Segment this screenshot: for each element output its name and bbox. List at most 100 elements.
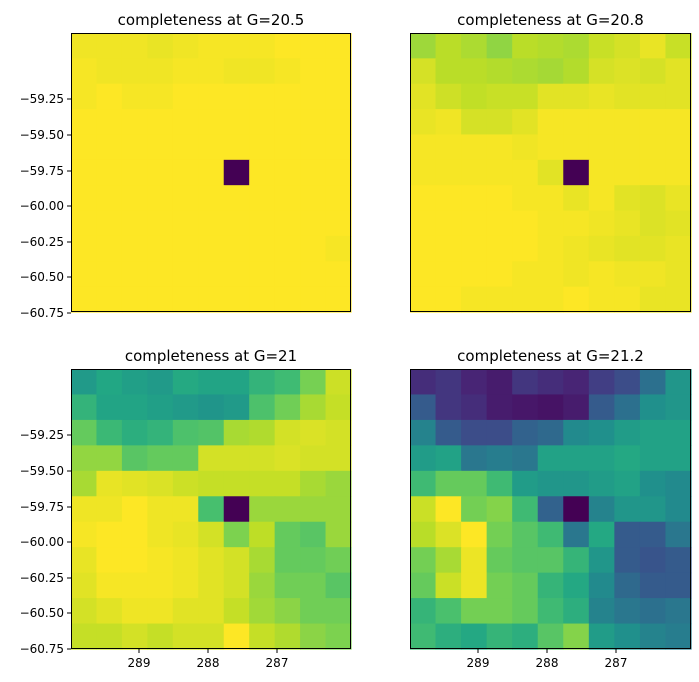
heatmap-cell	[96, 159, 123, 186]
heatmap-cell	[435, 547, 462, 574]
heatmap-cell	[198, 572, 225, 599]
y-tick-label: −59.75	[20, 500, 64, 514]
heatmap-cell	[461, 235, 488, 262]
heatmap-cell	[147, 496, 174, 523]
heatmap-cell	[461, 394, 488, 421]
heatmap-cell	[172, 521, 199, 548]
heatmap-cell	[71, 261, 98, 288]
heatmap-cells	[410, 33, 692, 313]
heatmap-cell	[512, 470, 539, 497]
heatmap-cell	[71, 598, 98, 625]
heatmap-cell	[300, 235, 327, 262]
heatmap-cell	[486, 109, 513, 136]
heatmap-cell	[537, 598, 564, 625]
heatmap-cell	[435, 598, 462, 625]
heatmap-cell	[147, 369, 174, 396]
heatmap-cell	[325, 445, 352, 472]
heatmap-cell	[614, 235, 641, 262]
heatmap-cell	[198, 521, 225, 548]
heatmap-cell	[96, 210, 123, 237]
heatmap-cell	[147, 598, 174, 625]
heatmap-cell	[537, 159, 564, 186]
heatmap-cell	[461, 623, 488, 650]
heatmap-cell	[249, 496, 276, 523]
heatmap-cell	[537, 445, 564, 472]
heatmap-cell	[588, 261, 615, 288]
heatmap-cell	[172, 470, 199, 497]
heatmap-cell	[325, 210, 352, 237]
heatmap-cell	[512, 235, 539, 262]
heatmap-cell	[410, 185, 437, 212]
heatmap-cell	[198, 369, 225, 396]
heatmap-cell	[249, 547, 276, 574]
heatmap-cell	[512, 185, 539, 212]
heatmap-cell	[410, 419, 437, 446]
heatmap-cell	[435, 83, 462, 110]
heatmap-cell	[223, 58, 250, 85]
heatmap-cell	[410, 598, 437, 625]
heatmap-cell	[537, 210, 564, 237]
heatmap-cell	[435, 134, 462, 161]
heatmap-cell	[614, 210, 641, 237]
heatmap-cell	[198, 286, 225, 313]
heatmap-cell	[198, 496, 225, 523]
heatmap-cell	[435, 109, 462, 136]
heatmap-cell	[121, 598, 148, 625]
y-tick-label: −59.50	[20, 464, 64, 478]
heatmap-cell	[71, 109, 98, 136]
heatmap-cell	[96, 547, 123, 574]
heatmap-cell	[486, 286, 513, 313]
heatmap-cell	[71, 572, 98, 599]
x-tick-label: 288	[536, 656, 559, 670]
heatmap-cell	[300, 598, 327, 625]
heatmap-cell	[223, 185, 250, 212]
heatmap-cell	[614, 33, 641, 59]
heatmap-cell	[325, 496, 352, 523]
heatmap-cell	[486, 496, 513, 523]
heatmap-cell	[410, 134, 437, 161]
heatmap-cell	[639, 286, 667, 313]
heatmap-cell	[512, 445, 539, 472]
heatmap-cell	[96, 445, 123, 472]
heatmap-cell	[198, 261, 225, 288]
heatmap-cell	[588, 445, 615, 472]
heatmap-cell	[274, 419, 301, 446]
heatmap-cell	[274, 109, 301, 136]
heatmap-cell	[274, 394, 301, 421]
heatmap-cell	[512, 134, 539, 161]
heatmap-cell	[198, 419, 225, 446]
heatmap-cell	[486, 83, 513, 110]
heatmap-cell	[639, 185, 667, 212]
heatmap-cell	[274, 445, 301, 472]
heatmap-cell	[300, 496, 327, 523]
heatmap-cell	[249, 623, 276, 650]
heatmap-cell	[486, 58, 513, 85]
heatmap-cell	[410, 159, 437, 186]
heatmap-cell	[96, 185, 123, 212]
heatmap-cell	[147, 445, 174, 472]
y-tick-label: −60.50	[20, 270, 64, 284]
heatmap-cell	[563, 261, 590, 288]
axes-frame	[71, 369, 351, 649]
heatmap-cell	[410, 109, 437, 136]
heatmap-cell	[410, 58, 437, 85]
heatmap-cell	[665, 394, 692, 421]
heatmap-cell	[639, 572, 667, 599]
heatmap-cell	[172, 547, 199, 574]
heatmap-cell	[512, 623, 539, 650]
heatmap-cell	[486, 521, 513, 548]
heatmap-cell	[147, 547, 174, 574]
heatmap-cell	[639, 159, 667, 186]
heatmap-cell	[121, 369, 148, 396]
heatmap-cell	[223, 210, 250, 237]
heatmap-cell	[537, 623, 564, 650]
heatmap-cell	[300, 261, 327, 288]
heatmap-cell	[639, 470, 667, 497]
axes-frame	[410, 33, 691, 312]
heatmap-cell	[537, 286, 564, 313]
heatmap-cells	[71, 369, 352, 650]
heatmap-cell	[461, 109, 488, 136]
heatmap-cell	[461, 445, 488, 472]
heatmap-cell	[172, 623, 199, 650]
heatmap-cell	[325, 547, 352, 574]
